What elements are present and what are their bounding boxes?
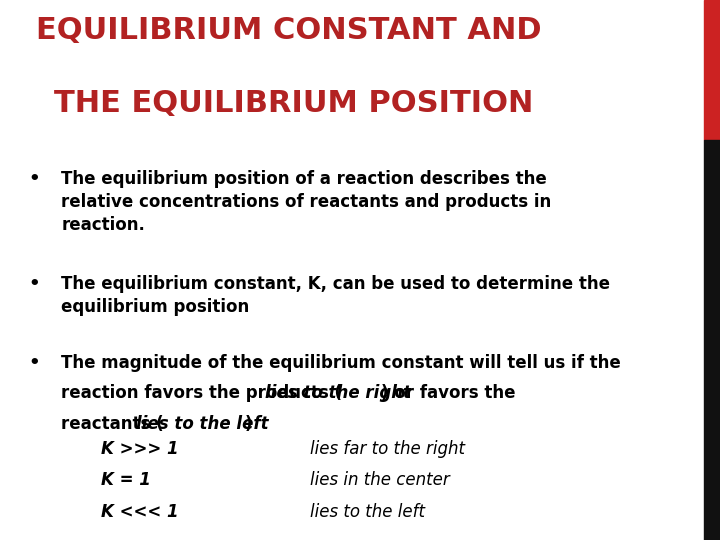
Text: K >>> 1: K >>> 1: [101, 440, 179, 458]
Text: The magnitude of the equilibrium constant will tell us if the: The magnitude of the equilibrium constan…: [61, 354, 621, 372]
Text: •: •: [29, 275, 40, 293]
Text: K = 1: K = 1: [101, 471, 150, 489]
Text: lies far to the right: lies far to the right: [310, 440, 464, 458]
Text: •: •: [29, 354, 40, 372]
Text: reactants (: reactants (: [61, 415, 164, 433]
Text: The equilibrium position of a reaction describes the
relative concentrations of : The equilibrium position of a reaction d…: [61, 170, 552, 234]
Text: ) or favors the: ) or favors the: [381, 384, 516, 402]
Text: reaction favors the products (: reaction favors the products (: [61, 384, 342, 402]
Text: THE EQUILIBRIUM POSITION: THE EQUILIBRIUM POSITION: [54, 89, 534, 118]
Text: lies to the left: lies to the left: [136, 415, 269, 433]
Text: •: •: [29, 170, 40, 188]
Bar: [704, 140, 720, 540]
Text: EQUILIBRIUM CONSTANT AND: EQUILIBRIUM CONSTANT AND: [36, 16, 541, 45]
Text: lies in the center: lies in the center: [310, 471, 449, 489]
Text: lies to the left: lies to the left: [310, 503, 425, 521]
Text: K <<< 1: K <<< 1: [101, 503, 179, 521]
Bar: [704, 0, 720, 140]
Text: lies to the right: lies to the right: [265, 384, 411, 402]
Text: ): ): [245, 415, 252, 433]
Text: The equilibrium constant, K, can be used to determine the
equilibrium position: The equilibrium constant, K, can be used…: [61, 275, 611, 316]
